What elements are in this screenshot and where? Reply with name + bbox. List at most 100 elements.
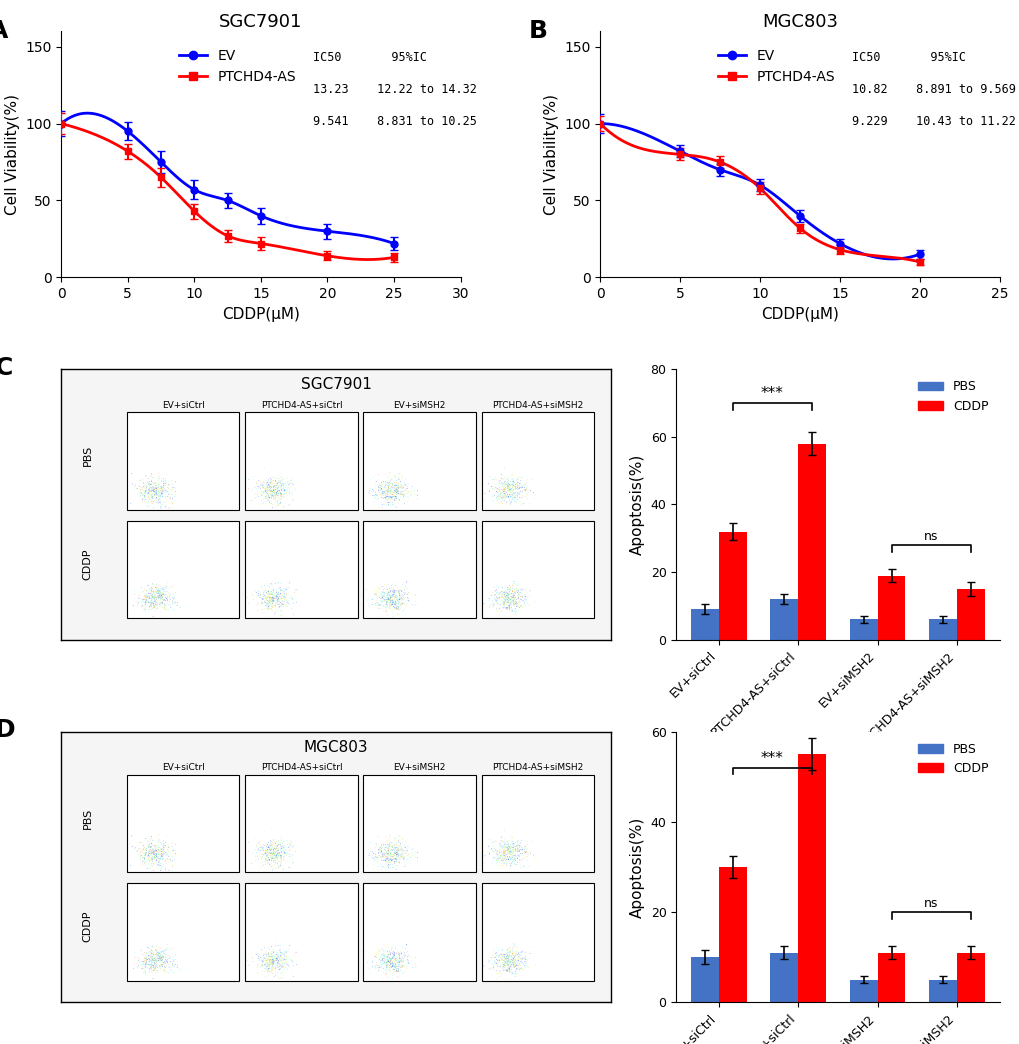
Point: [264, 951, 280, 968]
Point: [263, 858, 279, 875]
Point: [387, 850, 404, 867]
Point: [500, 480, 517, 497]
Point: [146, 591, 162, 608]
Point: [141, 962, 157, 978]
Point: [389, 598, 406, 615]
Point: [374, 952, 390, 969]
Point: [133, 841, 150, 858]
Point: [133, 598, 150, 615]
Point: [504, 481, 521, 498]
Point: [262, 946, 278, 963]
Point: [508, 833, 525, 850]
Point: [498, 600, 515, 617]
Point: [408, 955, 424, 972]
Point: [257, 834, 273, 851]
Point: [161, 594, 177, 611]
Point: [265, 847, 281, 863]
Point: [375, 588, 391, 604]
Point: [507, 837, 524, 854]
Point: [275, 952, 291, 969]
Point: [500, 487, 517, 503]
Point: [500, 477, 517, 494]
Point: [373, 852, 389, 869]
Point: [500, 491, 517, 507]
Point: [494, 586, 511, 602]
Point: [145, 958, 161, 975]
Point: [247, 468, 263, 484]
Point: [269, 953, 285, 970]
Point: [146, 588, 162, 604]
Point: [273, 465, 289, 481]
Point: [506, 966, 523, 982]
Point: [504, 844, 521, 860]
Point: [162, 587, 178, 603]
Point: [268, 959, 284, 976]
Point: [152, 589, 168, 606]
Point: [382, 848, 398, 864]
Point: [144, 482, 160, 499]
Point: [493, 849, 510, 865]
Point: [154, 585, 170, 601]
Point: [381, 489, 397, 505]
Point: [250, 950, 266, 967]
Point: [389, 477, 406, 494]
Point: [398, 592, 415, 609]
Point: [269, 483, 285, 500]
Point: [144, 942, 160, 958]
Point: [283, 590, 300, 607]
Point: [486, 487, 502, 503]
Point: [395, 596, 412, 613]
Point: [498, 964, 515, 980]
Point: [481, 962, 497, 978]
Point: [146, 585, 162, 601]
Point: [387, 483, 404, 500]
Point: [244, 585, 260, 601]
Point: [253, 476, 269, 493]
Point: [269, 493, 285, 509]
Point: [387, 477, 404, 494]
Point: [502, 836, 519, 853]
Point: [501, 948, 518, 965]
Point: [503, 482, 520, 499]
Point: [380, 843, 396, 859]
Point: [153, 480, 169, 497]
Point: [373, 844, 389, 860]
Point: [161, 579, 177, 596]
Point: [506, 840, 523, 857]
Point: [499, 591, 516, 608]
Point: [522, 950, 538, 967]
Point: [139, 847, 155, 863]
Point: [520, 959, 536, 976]
Point: [505, 837, 522, 854]
Point: [283, 963, 300, 979]
Point: [255, 595, 271, 612]
Point: [146, 960, 162, 977]
Point: [154, 594, 170, 611]
Point: [501, 838, 518, 855]
Point: [517, 851, 533, 868]
Point: [503, 483, 520, 500]
Point: [382, 480, 398, 497]
Point: [489, 595, 505, 612]
Point: [260, 954, 276, 971]
Point: [154, 951, 170, 968]
Point: [512, 495, 528, 512]
Point: [142, 948, 158, 965]
Point: [272, 949, 288, 966]
Point: [166, 953, 182, 970]
Point: [494, 955, 511, 972]
Point: [380, 491, 396, 507]
Point: [499, 582, 516, 598]
Point: [267, 948, 283, 965]
Point: [375, 950, 391, 967]
Point: [489, 945, 505, 962]
Point: [144, 478, 160, 495]
Point: [156, 963, 172, 979]
Point: [265, 843, 281, 859]
Point: [495, 848, 512, 864]
Point: [129, 480, 146, 497]
Point: [148, 857, 164, 874]
Point: [262, 858, 278, 875]
Point: [263, 481, 279, 498]
Point: [250, 485, 266, 502]
